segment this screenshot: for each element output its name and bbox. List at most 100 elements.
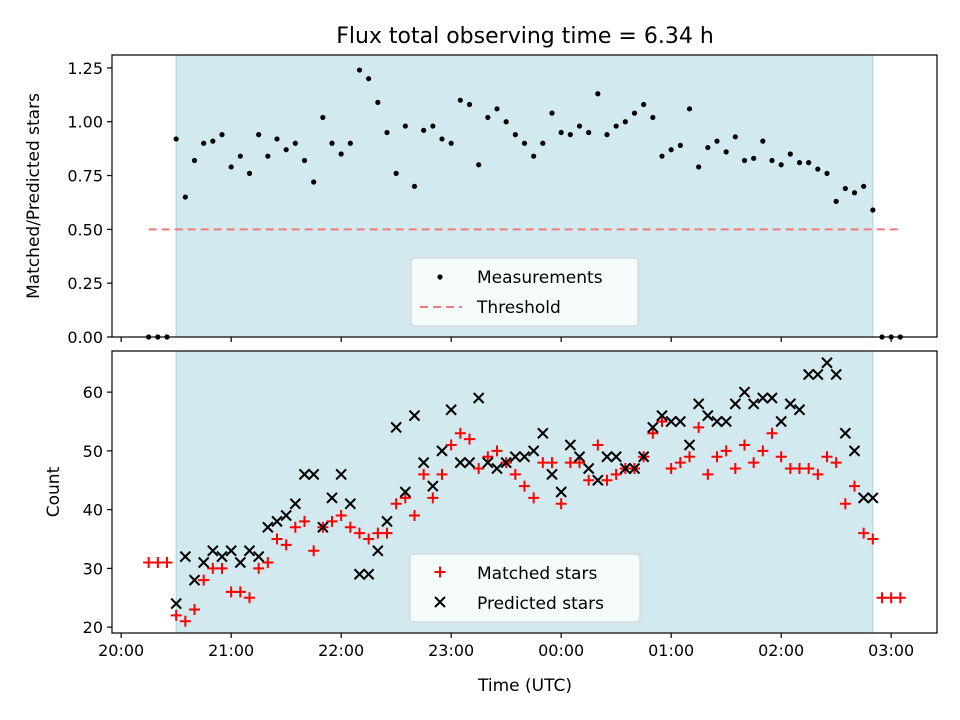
- bottom-predicted-point: [491, 462, 503, 475]
- bottom-predicted-point: [683, 439, 696, 451]
- bottom-matched-point: [454, 427, 466, 439]
- top-measurement-point: [833, 198, 839, 204]
- bottom-y-tick-label: 30: [83, 559, 103, 578]
- top-measurement-point: [842, 185, 848, 192]
- bottom-matched-point: [161, 557, 173, 568]
- x-marker-icon: [434, 596, 446, 608]
- top-measurement-point: [741, 157, 748, 164]
- top-measurement-point: [815, 166, 821, 172]
- bottom-matched-point: [262, 557, 274, 568]
- bottom-matched-point: [207, 562, 219, 574]
- bottom-predicted-point: [757, 392, 769, 404]
- top-measurement-point: [329, 140, 335, 146]
- bottom-predicted-point: [747, 398, 760, 410]
- bottom-predicted-point: [527, 445, 540, 457]
- bottom-predicted-point: [665, 415, 677, 428]
- bottom-matched-point: [271, 533, 283, 545]
- bottom-predicted-point: [848, 445, 861, 457]
- top-measurement-point: [677, 142, 683, 149]
- top-measurement-point: [366, 76, 372, 82]
- top-measurement-point: [421, 127, 427, 133]
- top-measurement-point: [686, 106, 693, 112]
- top-y-tick-label: 0.00: [67, 328, 103, 347]
- bottom-predicted-point: [546, 468, 558, 481]
- legend-matched-marker: [434, 566, 446, 578]
- bottom-predicted-point: [225, 545, 237, 557]
- bottom-predicted-point: [252, 550, 265, 563]
- top-measurement-point: [430, 123, 436, 129]
- top-measurement-point: [485, 114, 491, 121]
- bottom-matched-point: [693, 421, 705, 433]
- bottom-predicted-point: [436, 445, 448, 457]
- bottom-predicted-point: [335, 468, 347, 481]
- bottom-matched-point: [344, 521, 356, 533]
- bottom-matched-point: [775, 451, 787, 463]
- top-measurement-point: [806, 160, 812, 166]
- bottom-predicted-point: [317, 521, 329, 533]
- bottom-matched-point: [326, 515, 338, 527]
- top-frame: [111, 54, 938, 338]
- bottom-matched-point: [656, 416, 668, 427]
- bottom-predicted-point: [307, 468, 320, 481]
- bottom-matched-point: [464, 433, 475, 445]
- top-measurement-point: [659, 153, 665, 159]
- bottom-matched-point: [509, 468, 521, 480]
- top-measurement-point: [512, 132, 518, 138]
- bottom-matched-point: [574, 457, 585, 469]
- bottom-frame: [111, 350, 938, 634]
- bottom-matched-point: [803, 463, 815, 474]
- bottom-predicted-point: [289, 498, 302, 510]
- top-measurement-point: [760, 138, 766, 144]
- bottom-predicted-point: [344, 498, 357, 510]
- bottom-predicted-point: [280, 509, 292, 522]
- bottom-predicted-point: [170, 597, 182, 610]
- top-y-tick-label: 1.25: [67, 59, 103, 78]
- bottom-predicted-point: [582, 462, 595, 475]
- bottom-matched-point: [152, 557, 164, 568]
- top-measurement-point: [870, 207, 876, 213]
- bottom-matched-point: [537, 457, 549, 469]
- x-tick-label: 20:00: [98, 641, 144, 660]
- bottom-matched-point: [867, 533, 879, 545]
- bottom-matched-point: [409, 510, 420, 521]
- top-measurement-point: [448, 140, 454, 146]
- bottom-predicted-point: [720, 415, 732, 428]
- bottom-predicted-point: [362, 568, 375, 580]
- top-measurement-point: [796, 160, 803, 166]
- top-measurement-point: [595, 91, 601, 97]
- bottom-predicted-point: [234, 556, 247, 569]
- top-measurement-point: [439, 136, 445, 142]
- top-measurement-point: [173, 136, 179, 142]
- top-measurement-point: [283, 147, 289, 153]
- bottom-y-tick-label: 60: [83, 383, 103, 402]
- plus-marker-icon: [434, 566, 446, 578]
- chart-title: Flux total observing time = 6.34 h: [336, 24, 714, 49]
- bottom-matched-point: [436, 468, 448, 480]
- bottom-predicted-point: [839, 427, 852, 439]
- top-measurement-point: [191, 157, 198, 164]
- bottom-predicted-point: [619, 462, 632, 475]
- bottom-predicted-point: [775, 415, 787, 428]
- bottom-predicted-point: [592, 474, 604, 486]
- top-measurement-point: [228, 164, 234, 170]
- bottom-predicted-point: [472, 392, 485, 404]
- top-y-axis-label: Matched/Predicted stars: [24, 93, 44, 299]
- bottom-matched-point: [335, 510, 347, 521]
- bottom-predicted-point: [610, 451, 622, 463]
- top-measurement-point: [668, 147, 674, 153]
- top-measurement-point: [274, 136, 280, 142]
- bottom-predicted-point: [674, 415, 687, 428]
- top-measurement-point: [466, 101, 473, 108]
- bottom-predicted-point: [326, 492, 338, 504]
- top-measurement-point: [494, 106, 500, 112]
- top-measurement-point: [778, 162, 784, 168]
- top-measurement-point: [604, 132, 610, 138]
- top-measurement-point: [210, 138, 216, 144]
- bottom-matched-point: [170, 609, 182, 621]
- top-measurement-point: [769, 157, 775, 164]
- bottom-predicted-point: [555, 486, 567, 498]
- bottom-predicted-point: [766, 392, 778, 404]
- bottom-predicted-point: [564, 439, 577, 451]
- bottom-matched-point: [519, 480, 530, 492]
